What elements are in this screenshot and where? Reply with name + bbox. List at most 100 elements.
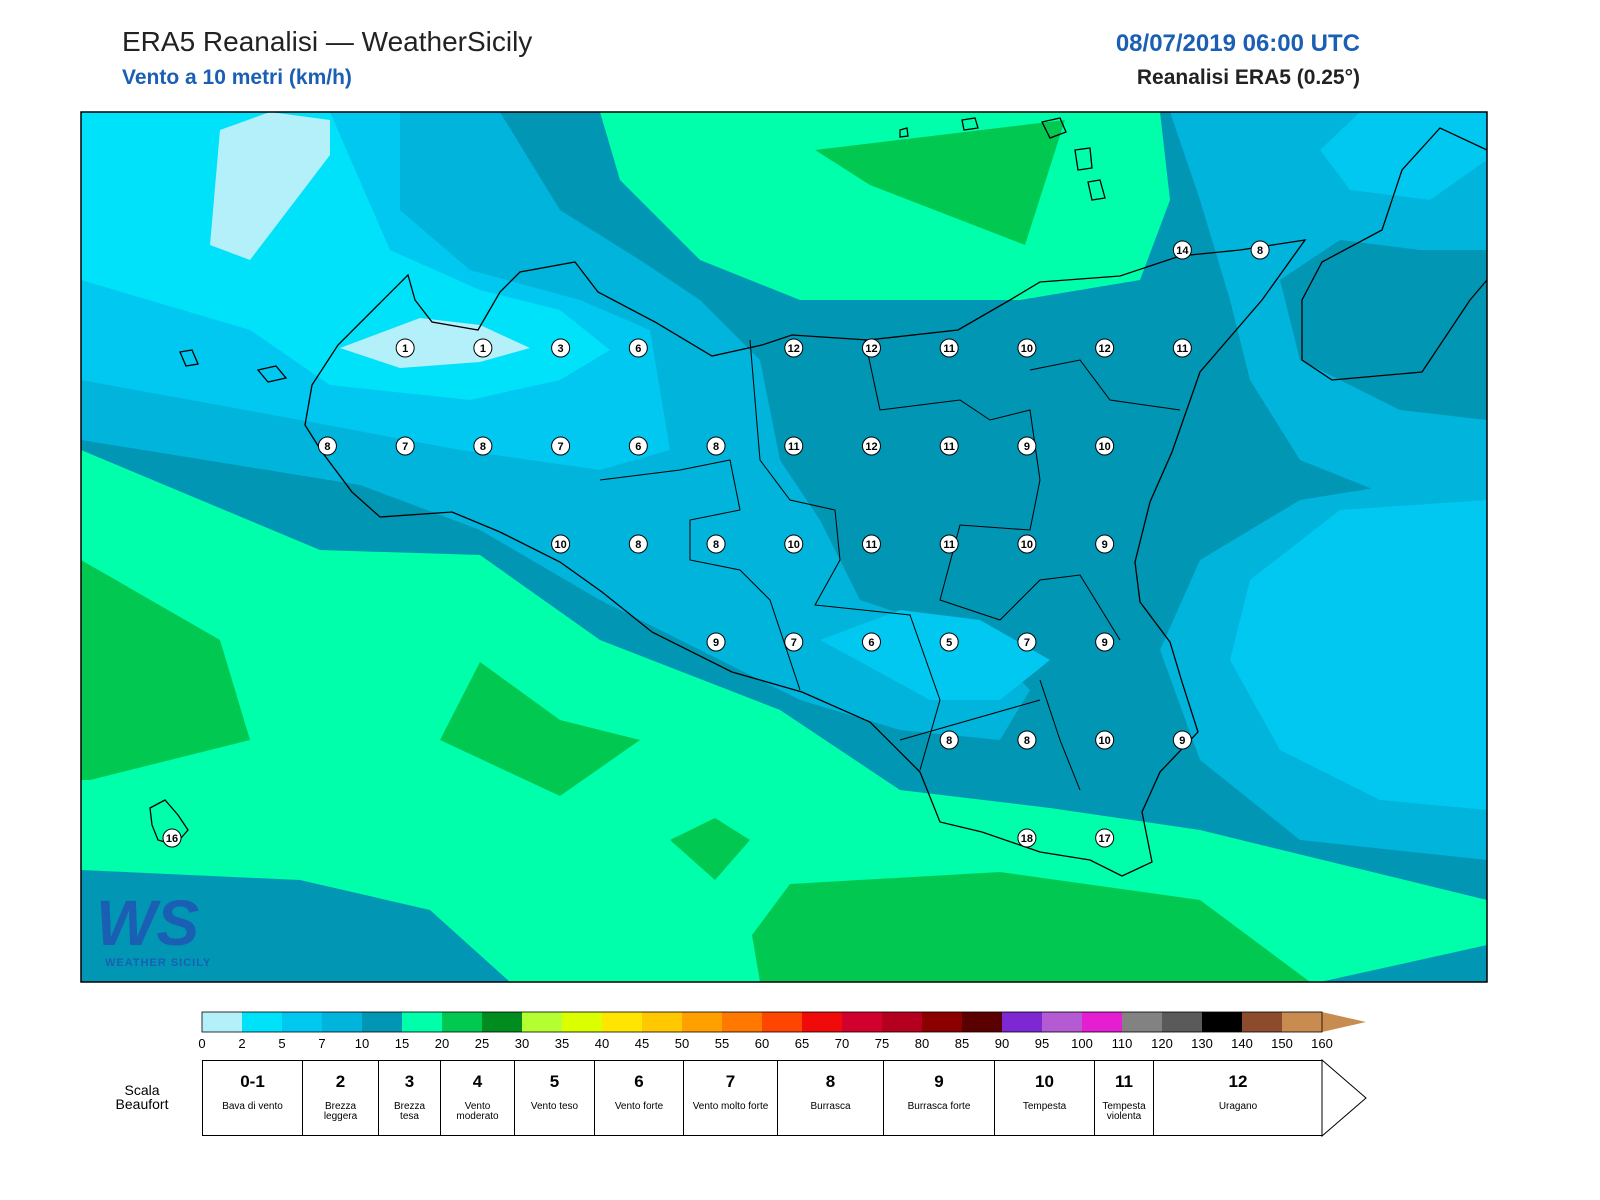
beaufort-level: 12 Uragano <box>1153 1060 1322 1136</box>
field-band <box>210 112 330 260</box>
colorbar-tick-label: 75 <box>874 1036 890 1051</box>
colorbar-tick-label: 120 <box>1151 1036 1173 1051</box>
field-band <box>440 662 640 796</box>
beaufort-description: Vento forte <box>614 1101 664 1112</box>
beaufort-description: Uragano <box>1218 1101 1258 1112</box>
colorbar-tick-label: 55 <box>714 1036 730 1051</box>
station-value: 9 <box>1179 735 1185 747</box>
colorbar-tick-label: 0 <box>198 1036 206 1051</box>
color-segment <box>442 1012 482 1032</box>
beaufort-description: Vento moderato <box>456 1101 499 1122</box>
title: ERA5 Reanalisi — WeatherSicily <box>122 26 533 57</box>
station-value: 5 <box>946 637 952 649</box>
beaufort-level: 4 Vento moderato <box>440 1060 514 1136</box>
color-segment <box>922 1012 962 1032</box>
station-value: 3 <box>558 343 564 355</box>
wind-field <box>81 112 1487 982</box>
station-marker <box>1172 730 1192 750</box>
station-marker <box>1017 436 1037 456</box>
colorbar-tick-label: 90 <box>994 1036 1010 1051</box>
station-value: 7 <box>558 441 564 453</box>
station-value: 12 <box>788 343 800 355</box>
field-band <box>1280 240 1487 420</box>
color-segment <box>1122 1012 1162 1032</box>
station-value: 9 <box>1024 441 1030 453</box>
beaufort-level: 11 Tempesta violenta <box>1094 1060 1153 1136</box>
color-segment <box>1282 1012 1322 1032</box>
station-value: 8 <box>946 735 952 747</box>
color-segment <box>202 1012 242 1032</box>
colorbar-tick-label: 70 <box>834 1036 850 1051</box>
beaufort-description: Tempesta <box>1022 1101 1067 1112</box>
color-segment <box>842 1012 882 1032</box>
station-marker <box>395 436 415 456</box>
color-segment <box>242 1012 282 1032</box>
color-segment <box>602 1012 642 1032</box>
station-value: 11 <box>866 539 878 551</box>
coastlines <box>149 117 1488 877</box>
station-marker <box>706 632 726 652</box>
beaufort-level: 6 Vento forte <box>594 1060 683 1136</box>
field-band <box>81 870 510 982</box>
station-marker <box>628 534 648 554</box>
station-value: 6 <box>635 441 641 453</box>
date: 08/07/2019 06:00 UTC <box>1115 30 1360 57</box>
beaufort-description: Vento molto forte <box>692 1101 769 1112</box>
station-marker <box>551 436 571 456</box>
station-marker <box>1095 534 1115 554</box>
beaufort-force: 6 <box>634 1072 644 1091</box>
station-marker <box>939 338 959 358</box>
beaufort-level: 2 Brezza leggera <box>302 1060 378 1136</box>
color-segment <box>562 1012 602 1032</box>
station-marker <box>1095 338 1115 358</box>
colorbar-tick-label: 30 <box>514 1036 530 1051</box>
beaufort-force: 12 <box>1228 1072 1248 1091</box>
station-marker <box>1095 436 1115 456</box>
station-value: 10 <box>1099 441 1111 453</box>
station-marker <box>1250 240 1270 260</box>
beaufort-force: 5 <box>549 1072 560 1091</box>
station-marker <box>784 534 804 554</box>
field-band <box>81 560 250 780</box>
beaufort-force: 4 <box>472 1072 483 1091</box>
station-value: 10 <box>554 539 566 551</box>
colorbar-tick-label: 160 <box>1311 1036 1333 1051</box>
colorbar-frame <box>201 1011 1323 1033</box>
station-value: 7 <box>402 441 408 453</box>
station-marker <box>1017 534 1037 554</box>
beaufort-level: 7 Vento molto forte <box>683 1060 777 1136</box>
beaufort-force: 8 <box>825 1072 836 1091</box>
station-value: 6 <box>868 637 874 649</box>
color-segment <box>282 1012 322 1032</box>
station-value: 16 <box>166 833 178 845</box>
color-segment <box>962 1012 1002 1032</box>
station-value: 11 <box>943 539 955 551</box>
color-segment <box>802 1012 842 1032</box>
egadi <box>179 349 288 383</box>
field-band <box>752 872 1310 982</box>
beaufort-level: 3 Brezza tesa <box>378 1060 440 1136</box>
colorbar-tick-label: 60 <box>754 1036 770 1051</box>
station-marker <box>939 436 959 456</box>
beaufort-description: Burrasca forte <box>907 1101 971 1112</box>
subtitle: Vento a 10 metri (km/h) <box>122 66 352 89</box>
colorbar-tick-label: 100 <box>1071 1036 1093 1051</box>
field-band <box>820 610 1050 700</box>
color-segment <box>722 1012 762 1032</box>
color-segment <box>682 1012 722 1032</box>
logo: WS WEATHER SICILY <box>96 887 210 969</box>
station-value: 11 <box>1177 343 1189 355</box>
station-marker <box>939 730 959 750</box>
station-marker <box>706 534 726 554</box>
color-segment <box>1082 1012 1122 1032</box>
station-marker <box>784 436 804 456</box>
station-marker <box>551 534 571 554</box>
station-value: 10 <box>788 539 800 551</box>
field-band <box>815 120 1065 245</box>
colorbar-tick-label: 40 <box>594 1036 610 1051</box>
color-segment <box>322 1012 362 1032</box>
colorbar-tick-label: 15 <box>394 1036 410 1051</box>
station-marker <box>706 436 726 456</box>
